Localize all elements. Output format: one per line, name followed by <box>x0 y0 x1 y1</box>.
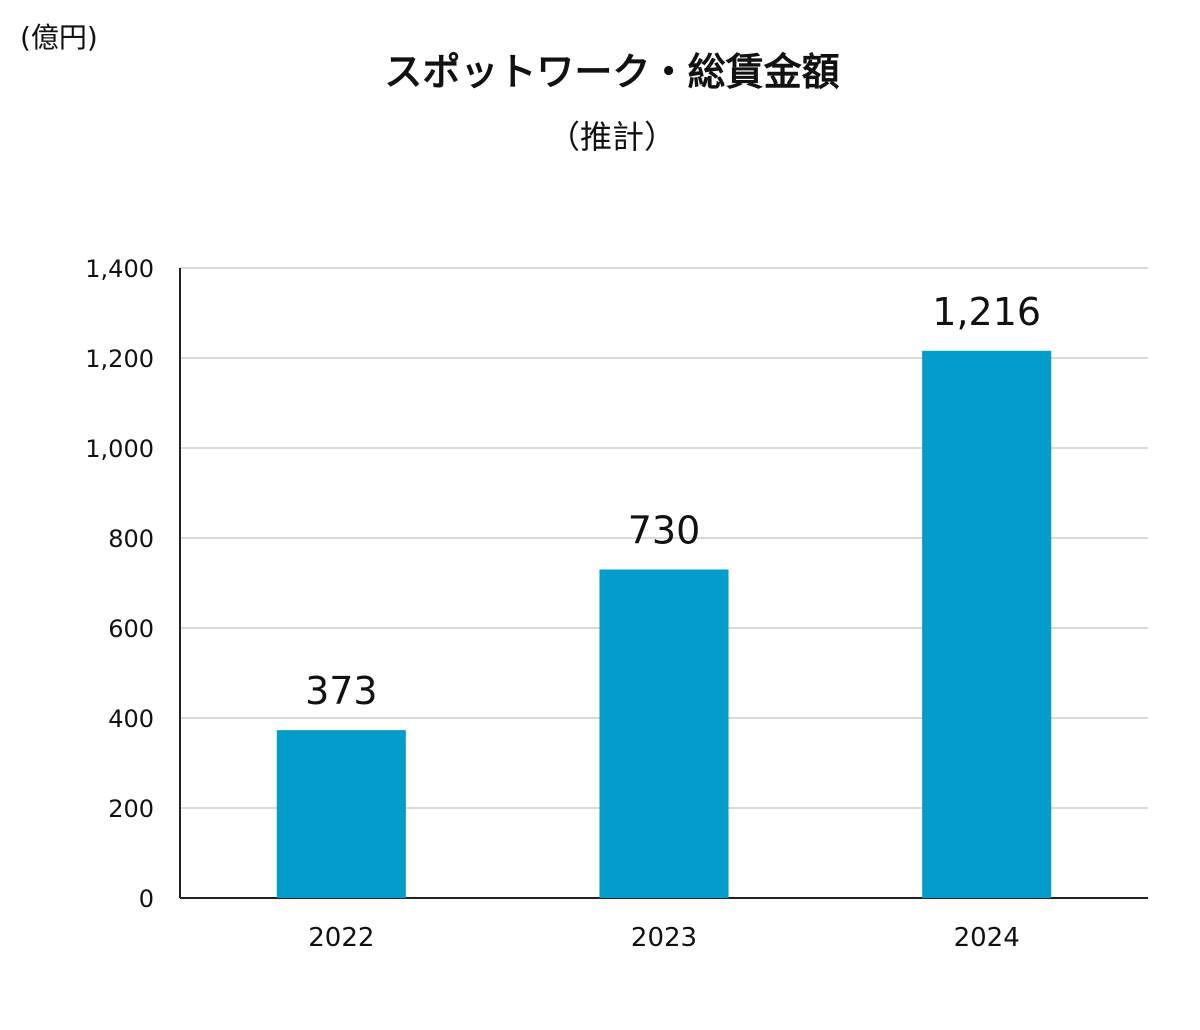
chart-subtitle: （推計） <box>547 118 676 156</box>
bar-2023 <box>599 569 729 898</box>
y-tick-label: 400 <box>108 705 154 733</box>
data-label: 1,216 <box>932 290 1041 334</box>
y-tick-label: 0 <box>139 885 154 913</box>
y-tick-label: 600 <box>108 615 154 643</box>
y-unit-label: (億円) <box>20 21 98 54</box>
bar-2022 <box>276 730 406 898</box>
y-tick-label: 800 <box>108 525 154 553</box>
data-label: 730 <box>628 509 701 553</box>
x-tick-label: 2022 <box>308 923 374 953</box>
y-tick-label: 1,000 <box>85 435 154 463</box>
y-tick-label: 200 <box>108 795 154 823</box>
x-tick-label: 2024 <box>954 923 1020 953</box>
data-label: 373 <box>305 669 378 713</box>
chart-title: スポットワーク・総賃金額 <box>384 50 840 94</box>
bar-2024 <box>922 350 1052 898</box>
y-tick-label: 1,400 <box>85 255 154 283</box>
y-tick-label: 1,200 <box>85 345 154 373</box>
x-tick-label: 2023 <box>631 923 697 953</box>
